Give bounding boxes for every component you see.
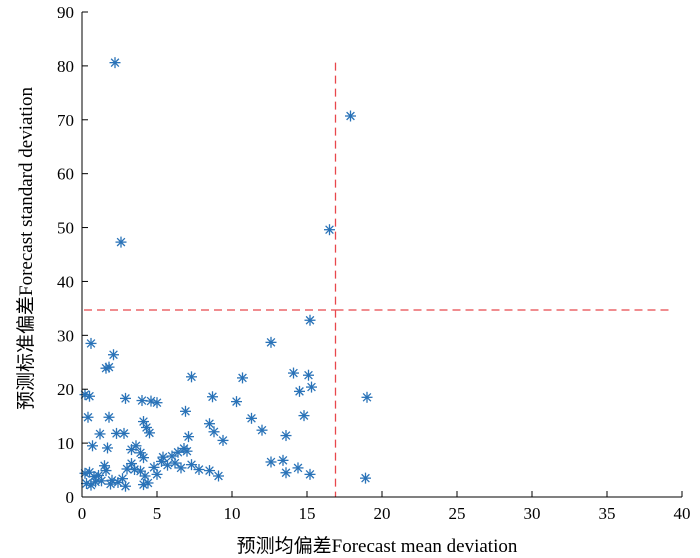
scatter-point xyxy=(108,349,119,361)
scatter-point xyxy=(118,427,130,439)
y-tick-label: 40 xyxy=(57,272,74,291)
scatter-point xyxy=(102,442,113,454)
x-tick-label: 40 xyxy=(674,504,691,523)
scatter-point xyxy=(180,405,191,417)
scatter-point xyxy=(103,411,115,423)
scatter-point xyxy=(120,392,131,404)
scatter-point xyxy=(151,468,163,480)
scatter-point xyxy=(96,475,107,487)
scatter-point xyxy=(360,472,371,484)
scatter-point xyxy=(90,476,101,488)
scatter-point xyxy=(237,372,248,384)
scatter-point xyxy=(169,457,181,469)
scatter-point xyxy=(217,434,229,446)
y-tick-label: 20 xyxy=(57,380,74,399)
scatter-point xyxy=(115,236,127,248)
scatter-point xyxy=(126,458,137,470)
scatter-point xyxy=(280,467,292,479)
scatter-point xyxy=(138,452,149,464)
x-tick-label: 0 xyxy=(78,504,87,523)
scatter-point xyxy=(175,462,187,474)
x-tick-label: 35 xyxy=(599,504,616,523)
x-tick-label: 10 xyxy=(224,504,241,523)
scatter-point xyxy=(109,57,121,69)
x-tick-label: 5 xyxy=(153,504,162,523)
scatter-point xyxy=(120,480,131,492)
y-axis-ticks: 0 10 20 30 40 50 60 70 80 90 xyxy=(57,3,88,507)
scatter-point xyxy=(103,361,115,373)
scatter-point xyxy=(193,464,205,476)
scatter-point xyxy=(361,391,373,403)
threshold-lines xyxy=(84,62,672,497)
x-axis-title: 预测均偏差Forecast mean deviation xyxy=(237,535,518,557)
y-tick-label: 60 xyxy=(57,165,74,184)
scatter-point xyxy=(105,478,116,490)
scatter-point xyxy=(136,395,148,407)
x-tick-label: 15 xyxy=(299,504,316,523)
scatter-point xyxy=(303,369,314,381)
x-tick-label: 25 xyxy=(449,504,466,523)
scatter-point xyxy=(94,428,106,440)
y-tick-label: 80 xyxy=(57,57,74,76)
scatter-point xyxy=(130,440,142,452)
y-tick-label: 10 xyxy=(57,434,74,453)
scatter-point xyxy=(183,431,194,443)
scatter-point xyxy=(304,314,316,326)
scatter-point xyxy=(213,470,224,482)
scatter-point xyxy=(82,411,94,423)
scatter-point xyxy=(186,371,197,383)
scatter-point xyxy=(207,391,218,403)
scatter-point xyxy=(231,396,242,408)
y-tick-label: 50 xyxy=(57,219,74,238)
axes xyxy=(81,12,682,498)
scatter-point xyxy=(265,336,277,348)
scatter-point xyxy=(265,456,277,468)
scatter-point xyxy=(204,418,215,430)
scatter-point xyxy=(280,430,292,442)
data-points xyxy=(79,57,373,492)
scatter-point xyxy=(298,410,310,422)
scatter-point xyxy=(181,445,193,457)
scatter-point xyxy=(172,446,184,458)
scatter-point xyxy=(288,367,299,379)
x-axis-ticks: 0 5 10 15 20 25 30 35 40 xyxy=(78,491,691,523)
scatter-point xyxy=(162,459,173,471)
scatter-point xyxy=(85,337,97,349)
scatter-point xyxy=(306,381,317,393)
scatter-point xyxy=(151,397,163,409)
scatter-point xyxy=(144,427,155,439)
y-tick-label: 70 xyxy=(57,111,74,130)
y-tick-label: 30 xyxy=(57,326,74,345)
scatter-point xyxy=(100,465,112,477)
x-tick-label: 30 xyxy=(524,504,541,523)
scatter-point xyxy=(256,424,268,436)
scatter-point xyxy=(277,454,289,466)
scatter-point xyxy=(138,479,149,491)
scatter-point xyxy=(345,110,356,122)
scatter-point xyxy=(294,385,305,397)
y-tick-label: 0 xyxy=(66,488,75,507)
y-axis-title: 预测标准偏差Forecast standard deviation xyxy=(15,87,37,410)
scatter-point xyxy=(208,426,220,438)
scatter-point xyxy=(204,465,215,477)
scatter-point xyxy=(84,390,95,402)
scatter-point xyxy=(304,468,316,480)
scatter-point xyxy=(324,224,335,236)
scatter-point xyxy=(292,462,304,474)
x-tick-label: 20 xyxy=(374,504,391,523)
scatter-point xyxy=(87,440,98,452)
scatter-point xyxy=(138,416,149,428)
scatter-point xyxy=(186,459,197,471)
scatter-point xyxy=(156,455,167,467)
scatter-point xyxy=(246,412,257,424)
y-tick-label: 90 xyxy=(57,3,74,22)
